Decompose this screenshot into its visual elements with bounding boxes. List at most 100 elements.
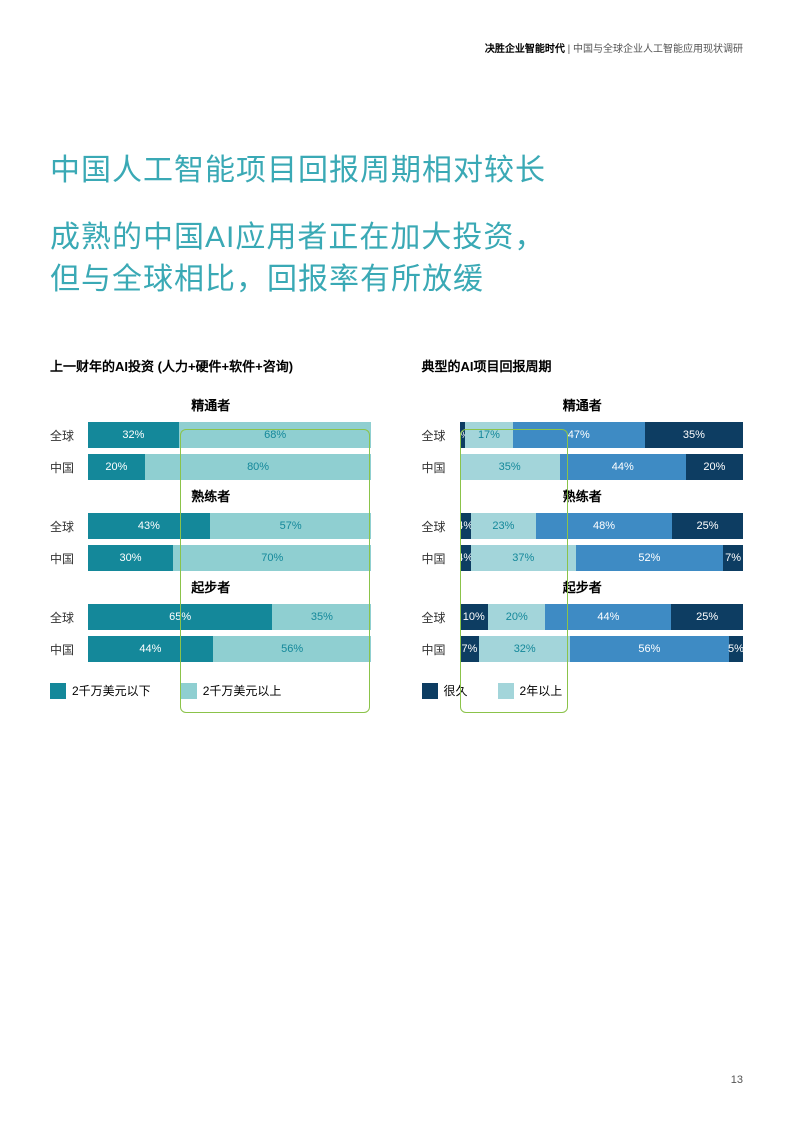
right-chart: 典型的AI项目回报周期精通者全球2%17%47%35%中国0%35%44%20%… bbox=[422, 356, 744, 699]
bar-segment: 44% bbox=[88, 636, 213, 662]
group-label: 熟练者 bbox=[50, 486, 372, 505]
bar-segment: 32% bbox=[479, 636, 570, 662]
legend-item: 2年以上 bbox=[498, 682, 563, 699]
bar-stack: 44%56% bbox=[88, 636, 372, 662]
bar-stack: 0%35%44%20% bbox=[460, 454, 744, 480]
bar-segment: 4% bbox=[460, 545, 471, 571]
bar-segment: 47% bbox=[513, 422, 645, 448]
row-label: 中国 bbox=[422, 550, 460, 567]
bar-row: 全球32%68% bbox=[50, 422, 372, 448]
bar-row: 全球2%17%47%35% bbox=[422, 422, 744, 448]
legend-swatch bbox=[498, 683, 514, 699]
bar-segment: 43% bbox=[88, 513, 210, 539]
bar-row: 中国7%32%56%5% bbox=[422, 636, 744, 662]
bar-stack: 7%32%56%5% bbox=[460, 636, 744, 662]
bar-segment: 20% bbox=[88, 454, 145, 480]
group-label: 起步者 bbox=[422, 577, 744, 596]
bar-row: 中国30%70% bbox=[50, 545, 372, 571]
chart-title: 典型的AI项目回报周期 bbox=[422, 356, 744, 375]
subtitle: 成熟的中国AI应用者正在加大投资， 但与全球相比，回报率有所放缓 bbox=[50, 217, 743, 301]
subtitle-line1: 成熟的中国AI应用者正在加大投资， bbox=[50, 221, 545, 254]
group-label: 精通者 bbox=[50, 395, 372, 414]
row-label: 中国 bbox=[50, 459, 88, 476]
bar-segment: 25% bbox=[672, 513, 743, 539]
legend-label: 2千万美元以下 bbox=[72, 682, 151, 699]
bar-row: 中国0%35%44%20% bbox=[422, 454, 744, 480]
row-label: 全球 bbox=[50, 609, 88, 626]
bar-segment: 4% bbox=[460, 513, 471, 539]
bar-segment: 44% bbox=[560, 454, 686, 480]
legend-item: 2千万美元以上 bbox=[181, 682, 282, 699]
bar-segment: 35% bbox=[460, 454, 560, 480]
legend-swatch bbox=[422, 683, 438, 699]
bar-segment: 56% bbox=[570, 636, 729, 662]
bar-stack: 20%80% bbox=[88, 454, 372, 480]
row-label: 全球 bbox=[422, 427, 460, 444]
row-label: 全球 bbox=[50, 427, 88, 444]
row-label: 全球 bbox=[422, 518, 460, 535]
bar-row: 中国44%56% bbox=[50, 636, 372, 662]
bar-segment: 23% bbox=[471, 513, 536, 539]
legend-label: 2年以上 bbox=[520, 682, 563, 699]
bar-row: 全球65%35% bbox=[50, 604, 372, 630]
bar-segment: 35% bbox=[272, 604, 371, 630]
bar-segment: 52% bbox=[576, 545, 723, 571]
legend-item: 很久 bbox=[422, 682, 468, 699]
bar-row: 中国20%80% bbox=[50, 454, 372, 480]
bar-segment: 68% bbox=[179, 422, 372, 448]
bar-row: 中国4%37%52%7% bbox=[422, 545, 744, 571]
page-header: 决胜企业智能时代 | 中国与全球企业人工智能应用现状调研 bbox=[50, 40, 743, 55]
bar-segment: 57% bbox=[210, 513, 372, 539]
bar-segment: 32% bbox=[88, 422, 179, 448]
bar-stack: 4%37%52%7% bbox=[460, 545, 744, 571]
bar-segment: 65% bbox=[88, 604, 272, 630]
bar-segment: 20% bbox=[686, 454, 743, 480]
row-label: 中国 bbox=[422, 641, 460, 658]
bar-stack: 32%68% bbox=[88, 422, 372, 448]
bar-segment: 44% bbox=[545, 604, 671, 630]
bar-segment: 35% bbox=[645, 422, 743, 448]
bar-row: 全球4%23%48%25% bbox=[422, 513, 744, 539]
bar-stack: 30%70% bbox=[88, 545, 372, 571]
bar-segment: 10% bbox=[460, 604, 489, 630]
main-title: 中国人工智能项目回报周期相对较长 bbox=[50, 145, 743, 189]
bar-segment: 70% bbox=[173, 545, 371, 571]
bar-segment: 37% bbox=[471, 545, 576, 571]
row-label: 全球 bbox=[50, 518, 88, 535]
chart-title: 上一财年的AI投资 (人力+硬件+软件+咨询) bbox=[50, 356, 372, 375]
bar-row: 全球43%57% bbox=[50, 513, 372, 539]
bar-segment: 80% bbox=[145, 454, 372, 480]
group-label: 起步者 bbox=[50, 577, 372, 596]
bar-segment: 7% bbox=[723, 545, 743, 571]
legend: 很久 2年以上 bbox=[422, 682, 744, 699]
row-label: 中国 bbox=[50, 550, 88, 567]
legend: 2千万美元以下 2千万美元以上 bbox=[50, 682, 372, 699]
legend-swatch bbox=[50, 683, 66, 699]
bar-segment: 20% bbox=[488, 604, 545, 630]
legend-label: 很久 bbox=[444, 682, 468, 699]
page-number: 13 bbox=[731, 1074, 743, 1086]
bar-segment: 30% bbox=[88, 545, 173, 571]
legend-swatch bbox=[181, 683, 197, 699]
charts-row: 上一财年的AI投资 (人力+硬件+软件+咨询)精通者全球32%68%中国20%8… bbox=[50, 356, 743, 699]
bar-segment: 5% bbox=[729, 636, 743, 662]
bar-segment: 7% bbox=[460, 636, 480, 662]
left-chart: 上一财年的AI投资 (人力+硬件+软件+咨询)精通者全球32%68%中国20%8… bbox=[50, 356, 372, 699]
row-label: 中国 bbox=[50, 641, 88, 658]
header-bold: 决胜企业智能时代 bbox=[485, 44, 565, 55]
header-rest: 中国与全球企业人工智能应用现状调研 bbox=[573, 44, 743, 55]
bar-stack: 43%57% bbox=[88, 513, 372, 539]
bar-segment: 56% bbox=[213, 636, 372, 662]
row-label: 全球 bbox=[422, 609, 460, 626]
group-label: 精通者 bbox=[422, 395, 744, 414]
bar-segment: 17% bbox=[465, 422, 513, 448]
bar-stack: 65%35% bbox=[88, 604, 372, 630]
group-label: 熟练者 bbox=[422, 486, 744, 505]
bar-stack: 10%20%44%25% bbox=[460, 604, 744, 630]
bar-stack: 2%17%47%35% bbox=[460, 422, 744, 448]
header-sep: | bbox=[565, 44, 573, 55]
subtitle-line2: 但与全球相比，回报率有所放缓 bbox=[50, 263, 484, 296]
legend-item: 2千万美元以下 bbox=[50, 682, 151, 699]
bar-stack: 4%23%48%25% bbox=[460, 513, 744, 539]
bar-segment: 48% bbox=[536, 513, 672, 539]
